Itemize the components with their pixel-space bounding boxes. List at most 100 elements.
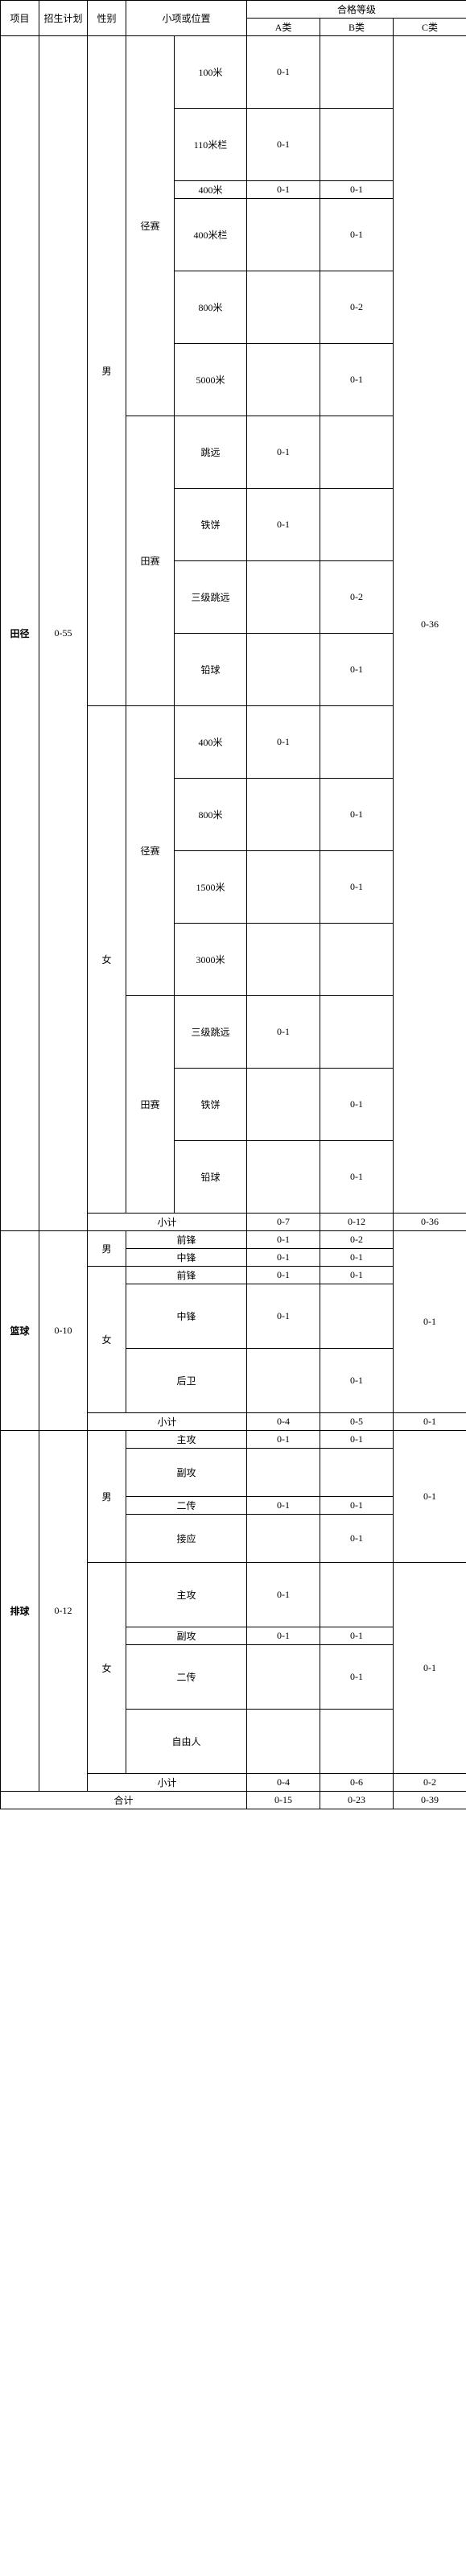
header-gradeB: B类 bbox=[320, 19, 394, 36]
gender-male: 男 bbox=[88, 1431, 126, 1563]
cell-a bbox=[247, 1449, 320, 1497]
gender-female: 女 bbox=[88, 1267, 126, 1413]
cell-b: 0-1 bbox=[320, 1431, 394, 1449]
cell-b: 0-2 bbox=[320, 271, 394, 344]
cell-a bbox=[247, 344, 320, 416]
item-name: 400米栏 bbox=[175, 199, 247, 271]
gender-male: 男 bbox=[88, 1231, 126, 1267]
cell-c-volleyball-m: 0-1 bbox=[394, 1431, 466, 1563]
item-name: 110米栏 bbox=[175, 109, 247, 181]
cell-b bbox=[320, 489, 394, 561]
item-name: 铁饼 bbox=[175, 489, 247, 561]
item-name: 铅球 bbox=[175, 634, 247, 706]
subtotal-label: 小计 bbox=[88, 1214, 247, 1231]
cell-b: 0-1 bbox=[320, 1349, 394, 1413]
cell-a: 0-1 bbox=[247, 1627, 320, 1645]
cell-c-volleyball-f: 0-1 bbox=[394, 1563, 466, 1774]
cell-c-track: 0-36 bbox=[394, 36, 466, 1214]
cell-b: 0-23 bbox=[320, 1792, 394, 1809]
plan-basketball: 0-10 bbox=[39, 1231, 88, 1431]
cell-b bbox=[320, 996, 394, 1069]
cell-a: 0-4 bbox=[247, 1413, 320, 1431]
cell-a bbox=[247, 1141, 320, 1214]
cell-b: 0-12 bbox=[320, 1214, 394, 1231]
cell-a bbox=[247, 1645, 320, 1710]
item-name: 接应 bbox=[126, 1515, 247, 1563]
cell-a: 0-1 bbox=[247, 1284, 320, 1349]
cell-a: 0-1 bbox=[247, 1231, 320, 1249]
sport-basketball: 篮球 bbox=[1, 1231, 39, 1431]
cell-b: 0-1 bbox=[320, 634, 394, 706]
gender-female: 女 bbox=[88, 1563, 126, 1774]
cell-b: 0-1 bbox=[320, 344, 394, 416]
cell-a: 0-1 bbox=[247, 181, 320, 199]
cell-a bbox=[247, 1349, 320, 1413]
cell-b bbox=[320, 706, 394, 779]
subtotal-label: 小计 bbox=[88, 1413, 247, 1431]
cell-b: 0-1 bbox=[320, 1249, 394, 1267]
cell-c-basketball: 0-1 bbox=[394, 1231, 466, 1413]
cell-b: 0-1 bbox=[320, 851, 394, 924]
item-name: 铁饼 bbox=[175, 1069, 247, 1141]
header-plan: 招生计划 bbox=[39, 1, 88, 36]
cell-a: 0-1 bbox=[247, 1431, 320, 1449]
header-gradeA: A类 bbox=[247, 19, 320, 36]
cell-b bbox=[320, 924, 394, 996]
header-project: 项目 bbox=[1, 1, 39, 36]
cell-a: 0-1 bbox=[247, 489, 320, 561]
cell-b bbox=[320, 416, 394, 489]
cell-a: 0-15 bbox=[247, 1792, 320, 1809]
item-name: 800米 bbox=[175, 779, 247, 851]
cell-a: 0-1 bbox=[247, 706, 320, 779]
cell-a bbox=[247, 199, 320, 271]
item-name: 中锋 bbox=[126, 1249, 247, 1267]
recruitment-table: 项目 招生计划 性别 小项或位置 合格等级 A类 B类 C类 田径 0-55 男… bbox=[0, 0, 466, 1809]
cell-a: 0-1 bbox=[247, 416, 320, 489]
total-label: 合计 bbox=[1, 1792, 247, 1809]
item-name: 5000米 bbox=[175, 344, 247, 416]
cell-b: 0-1 bbox=[320, 1497, 394, 1515]
cell-c: 0-39 bbox=[394, 1792, 466, 1809]
item-name: 1500米 bbox=[175, 851, 247, 924]
cell-b: 0-1 bbox=[320, 181, 394, 199]
item-name: 3000米 bbox=[175, 924, 247, 996]
item-name: 中锋 bbox=[126, 1284, 247, 1349]
table-row: 排球 0-12 男 主攻 0-1 0-1 0-1 bbox=[1, 1431, 466, 1449]
item-name: 800米 bbox=[175, 271, 247, 344]
cell-a: 0-1 bbox=[247, 1249, 320, 1267]
cell-b bbox=[320, 36, 394, 109]
item-name: 副攻 bbox=[126, 1627, 247, 1645]
header-gradeC: C类 bbox=[394, 19, 466, 36]
cell-b bbox=[320, 1449, 394, 1497]
cell-a bbox=[247, 779, 320, 851]
cell-a bbox=[247, 851, 320, 924]
table-row: 篮球 0-10 男 前锋 0-1 0-2 0-1 bbox=[1, 1231, 466, 1249]
cell-b: 0-1 bbox=[320, 779, 394, 851]
cell-a: 0-4 bbox=[247, 1774, 320, 1792]
cell-b: 0-5 bbox=[320, 1413, 394, 1431]
cell-b: 0-1 bbox=[320, 1069, 394, 1141]
item-name: 400米 bbox=[175, 706, 247, 779]
gender-female: 女 bbox=[88, 706, 126, 1214]
item-name: 后卫 bbox=[126, 1349, 247, 1413]
item-name: 自由人 bbox=[126, 1710, 247, 1774]
cell-c: 0-2 bbox=[394, 1774, 466, 1792]
cell-b bbox=[320, 1710, 394, 1774]
item-name: 跳远 bbox=[175, 416, 247, 489]
cell-a bbox=[247, 1515, 320, 1563]
item-name: 铅球 bbox=[175, 1141, 247, 1214]
cell-c: 0-36 bbox=[394, 1214, 466, 1231]
subtotal-label: 小计 bbox=[88, 1774, 247, 1792]
header-position: 小项或位置 bbox=[126, 1, 247, 36]
category-tiansai: 田赛 bbox=[126, 996, 175, 1214]
cell-b: 0-2 bbox=[320, 561, 394, 634]
header-grade: 合格等级 bbox=[247, 1, 466, 19]
cell-a: 0-1 bbox=[247, 109, 320, 181]
cell-a: 0-1 bbox=[247, 36, 320, 109]
cell-a bbox=[247, 634, 320, 706]
category-jingsai: 径赛 bbox=[126, 706, 175, 996]
sport-track: 田径 bbox=[1, 36, 39, 1231]
category-tiansai: 田赛 bbox=[126, 416, 175, 706]
cell-a bbox=[247, 1069, 320, 1141]
item-name: 副攻 bbox=[126, 1449, 247, 1497]
